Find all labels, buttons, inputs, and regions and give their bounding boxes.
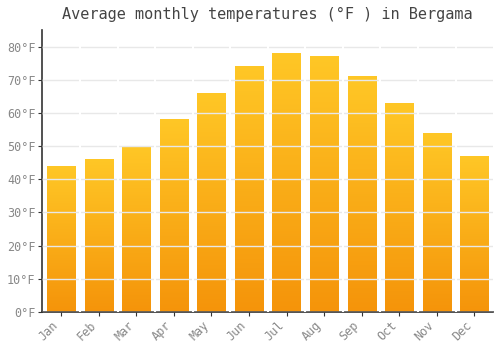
Title: Average monthly temperatures (°F ) in Bergama: Average monthly temperatures (°F ) in Be… — [62, 7, 473, 22]
